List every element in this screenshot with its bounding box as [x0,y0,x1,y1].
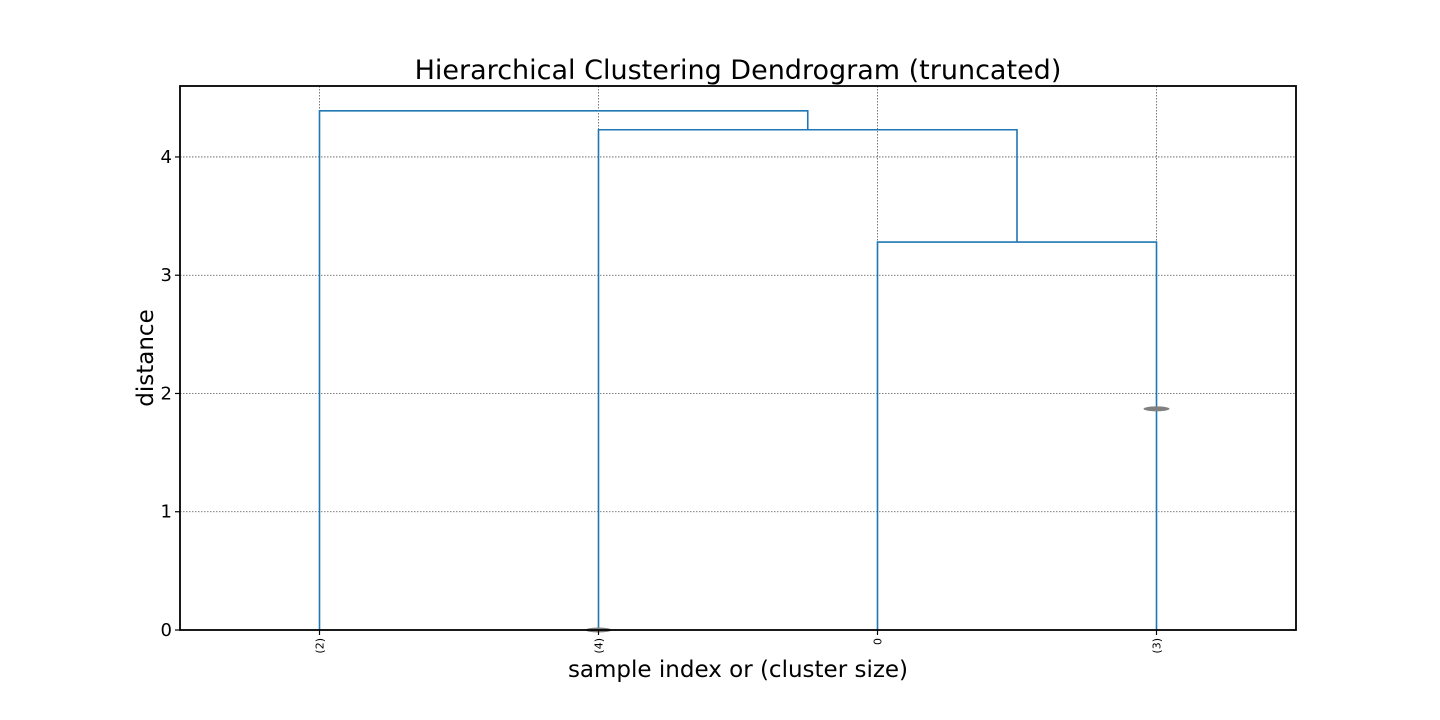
dendrogram-link [597,128,1018,630]
y-tick-label: 3 [161,265,172,286]
plot-frame [179,85,1297,631]
y-tick-label: 1 [161,502,172,523]
dendrogram-links [318,110,1158,630]
y-tick-label: 2 [161,383,172,404]
x-axis-label: sample index or (cluster size) [568,657,908,683]
dendrogram-link [876,241,1158,630]
dendrogram-link [318,110,809,630]
x-tick-label: (2) [314,638,327,654]
x-axis-ticks: (2) (4) 0 (3) [314,630,1164,654]
grid-lines [180,86,1296,630]
y-tick-label: 0 [161,620,172,641]
y-tick-label: 4 [161,147,172,168]
marker-point [1143,406,1170,412]
y-axis-ticks: 0 1 2 3 4 [161,147,180,641]
x-tick-label: 0 [872,638,885,645]
chart-title: Hierarchical Clustering Dendrogram (trun… [415,55,1062,86]
x-tick-label: (3) [1151,638,1164,654]
y-axis-label: distance [133,309,159,406]
x-tick-label: (4) [593,638,606,654]
